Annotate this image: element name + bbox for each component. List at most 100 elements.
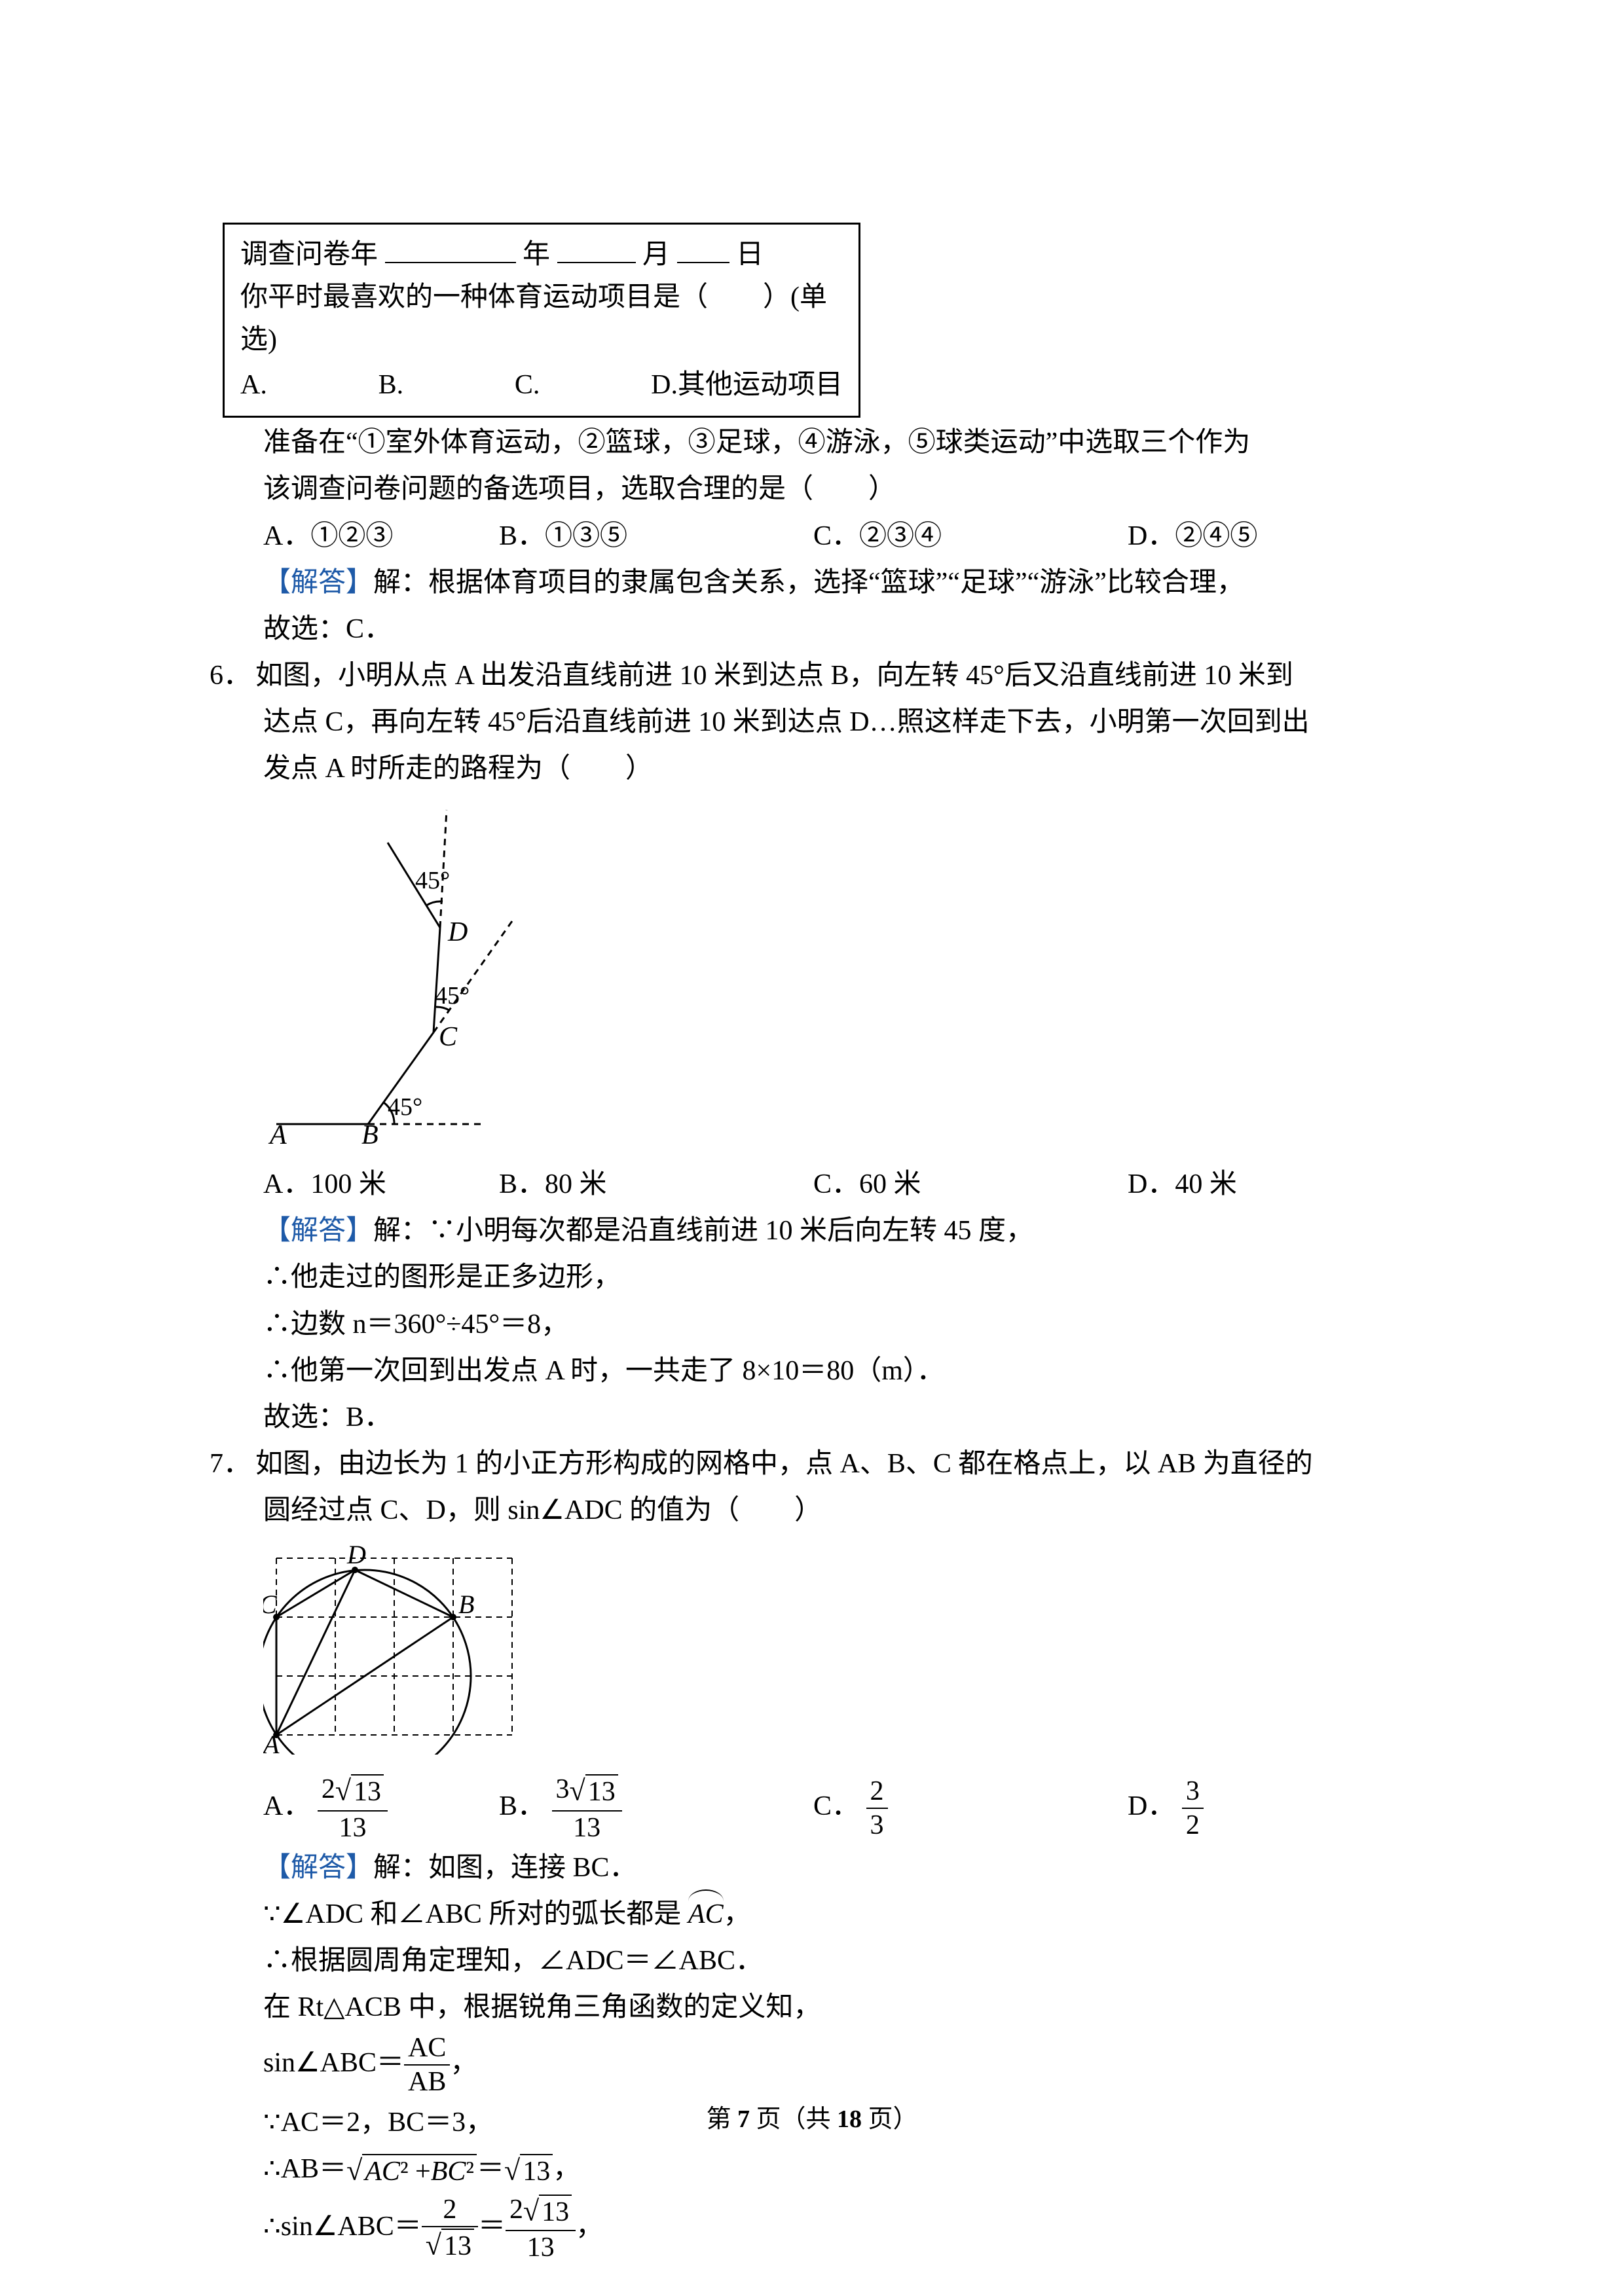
svg-text:A: A (263, 1730, 280, 1755)
survey-blank-month (557, 234, 636, 263)
survey-blank-year (385, 234, 516, 263)
q7-sol-line2: ∴根据圆周角定理知，∠ADC＝∠ABC． (210, 1940, 1414, 1982)
q7-l6-lhs: ∴AB＝ (263, 2154, 346, 2184)
q7-l4-frac: ACAB (404, 2033, 450, 2097)
survey-line1-prefix: 调查问卷年 (240, 240, 378, 270)
svg-text:D: D (346, 1545, 366, 1569)
sqrt-icon: √AC² +BC² (346, 2154, 477, 2188)
answer-label: 【解答】 (263, 1853, 373, 1883)
q7-d-num: 3 (1182, 1776, 1204, 1809)
q7-b-frac: 3√13 13 (552, 1774, 622, 1843)
q5-answer: 【解答】解：根据体育项目的隶属包含关系，选择“篮球”“足球”“游泳”比较合理， (210, 562, 1414, 604)
q7-a-num: 2√13 (322, 1774, 384, 1804)
svg-text:B: B (361, 1120, 378, 1144)
q6-choice-d: D．40 米 (1128, 1163, 1237, 1206)
survey-line2: 你平时最喜欢的一种体育运动项目是（ ）(单选) (240, 276, 843, 361)
q7-sol-l1a: ∵∠ADC 和∠ABC 所对的弧长都是 (263, 1899, 688, 1929)
q6-sol2: ∴他走过的图形是正多边形， (210, 1256, 1414, 1299)
q7-sol-l4-lhs: sin∠ABC＝ (263, 2048, 404, 2078)
q5-answer-text: 解：根据体育项目的隶属包含关系，选择“篮球”“足球”“游泳”比较合理， (373, 568, 1244, 598)
q7-sol-line1: ∵∠ADC 和∠ABC 所对的弧长都是 AC， (210, 1893, 1414, 1936)
survey-year-label: 年 (523, 240, 550, 270)
q7-l7-frac2: 2√13 13 (506, 2195, 576, 2263)
q7-l7-den2: 13 (506, 2231, 576, 2263)
svg-text:45°: 45° (415, 867, 450, 894)
q7-b-prefix: B． (499, 1791, 545, 1821)
q7-sol-line7: ∴sin∠ABC＝2√13＝2√1313， (210, 2195, 1414, 2263)
q5-pick: 故选：C． (210, 608, 1414, 651)
q7-sol-line3: 在 Rt△ACB 中，根据锐角三角函数的定义知， (210, 1986, 1414, 2029)
survey-day-label: 日 (736, 240, 764, 270)
q5-choice-b: B．①③⑤ (499, 515, 813, 558)
svg-text:45°: 45° (435, 982, 470, 1010)
q7-choice-c: C． 2 3 (813, 1776, 1128, 1840)
survey-blank-day (677, 234, 729, 263)
q6-sol1: 【解答】解：∵小明每次都是沿直线前进 10 米后向左转 45 度， (210, 1210, 1414, 1252)
q7-l4-tail: ， (450, 2048, 477, 2078)
q7-d-den: 2 (1182, 1809, 1204, 1840)
q6-choice-c: C．60 米 (813, 1163, 1128, 1206)
q7-l7-num1: 2 (422, 2195, 478, 2227)
q7-sol-line6: ∴AB＝√AC² +BC²＝√13， (210, 2148, 1414, 2191)
q7-l7-tail: ， (576, 2212, 603, 2242)
q5-choice-a: A．①②③ (263, 515, 499, 558)
survey-box: 调查问卷年 年 月 日 你平时最喜欢的一种体育运动项目是（ ）(单选) A. B… (223, 223, 860, 418)
svg-text:B: B (458, 1590, 474, 1619)
survey-options: A. B. C. D.其他运动项目 (240, 364, 843, 407)
q7-choice-a: A． 2√13 13 (263, 1774, 499, 1843)
q7-c-frac: 2 3 (866, 1776, 888, 1840)
q7-l4-num: AC (404, 2033, 450, 2066)
q7-stem-line2: 圆经过点 C、D，则 sin∠ADC 的值为（ ） (210, 1489, 1414, 1532)
q7-l7-mid: ＝ (478, 2212, 506, 2242)
q7-l7-lhs: ∴sin∠ABC＝ (263, 2212, 422, 2242)
q5-choice-d: D．②④⑤ (1128, 515, 1257, 558)
q7-choice-b: B． 3√13 13 (499, 1774, 813, 1843)
q6-stem-line2: 达点 C，再向左转 45°后沿直线前进 10 米到达点 D…照这样走下去，小明第… (210, 701, 1414, 744)
q6-choice-b: B．80 米 (499, 1163, 813, 1206)
footer-right: 页） (862, 2105, 918, 2133)
survey-line1: 调查问卷年 年 月 日 (240, 234, 843, 276)
q6-figure-svg: A B C D 45° 45° 45° (263, 803, 545, 1144)
q7-b-num: 3√13 (556, 1774, 618, 1804)
svg-text:D: D (447, 917, 468, 947)
q7-l6-sq2: 13 (520, 2154, 553, 2188)
q6-choice-a: A．100 米 (263, 1163, 499, 1206)
q7-sol-l1b: ， (724, 1899, 751, 1929)
q7-figure-svg: A B C D (263, 1545, 532, 1755)
q5-stem-line1: 准备在“①室外体育运动，②篮球，③足球，④游泳，⑤球类运动”中选取三个作为 (210, 422, 1414, 464)
q7-sol-intro-text: 解：如图，连接 BC． (373, 1853, 637, 1883)
q7-l7-frac1: 2√13 (422, 2195, 478, 2263)
q7-b-den: 13 (552, 1812, 622, 1843)
survey-opt-b: B. (378, 364, 404, 407)
q7-a-frac: 2√13 13 (318, 1774, 388, 1843)
q6-stem1-text: 如图，小明从点 A 出发沿直线前进 10 米到达点 B，向左转 45°后又沿直线… (255, 661, 1293, 691)
q6-sol4: ∴他第一次回到出发点 A 时，一共走了 8×10＝80（m）． (210, 1350, 1414, 1393)
q7-c-prefix: C． (813, 1791, 859, 1821)
footer-total: 18 (837, 2105, 862, 2133)
page-footer: 第 7 页（共 18 页） (0, 2100, 1624, 2139)
q7-l6-mid: ＝ (477, 2154, 504, 2184)
q6-number: 6． (210, 655, 255, 697)
q5-choices: A．①②③ B．①③⑤ C．②③④ D．②④⑤ (210, 515, 1414, 558)
q7-stem-line1: 7．如图，由边长为 1 的小正方形构成的网格中，点 A、B、C 都在格点上，以 … (210, 1443, 1414, 1485)
q7-l6-tail: ， (553, 2154, 580, 2184)
survey-opt-d: D.其他运动项目 (651, 364, 843, 407)
answer-label: 【解答】 (263, 1216, 373, 1246)
q6-sol1-text: 解：∵小明每次都是沿直线前进 10 米后向左转 45 度， (373, 1216, 1033, 1246)
q7-stem1-text: 如图，由边长为 1 的小正方形构成的网格中，点 A、B、C 都在格点上，以 AB… (255, 1449, 1313, 1479)
arc-ac-text: AC (688, 1899, 724, 1929)
svg-text:C: C (263, 1590, 278, 1619)
q7-figure: A B C D (263, 1545, 1414, 1768)
page-root: 调查问卷年 年 月 日 你平时最喜欢的一种体育运动项目是（ ）(单选) A. B… (0, 0, 1624, 2296)
q7-l7-num2: 2√13 (509, 2195, 572, 2225)
q7-d-prefix: D． (1128, 1791, 1175, 1821)
q7-a-den: 13 (318, 1812, 388, 1843)
arc-ac: AC (688, 1893, 724, 1936)
q7-c-num: 2 (866, 1776, 888, 1809)
q6-stem-line3: 发点 A 时所走的路程为（ ） (210, 748, 1414, 790)
sqrt-icon: √13 (504, 2154, 553, 2188)
survey-month-label: 月 (642, 240, 670, 270)
footer-page: 7 (737, 2105, 750, 2133)
svg-text:A: A (268, 1120, 287, 1144)
svg-text:C: C (439, 1022, 458, 1052)
